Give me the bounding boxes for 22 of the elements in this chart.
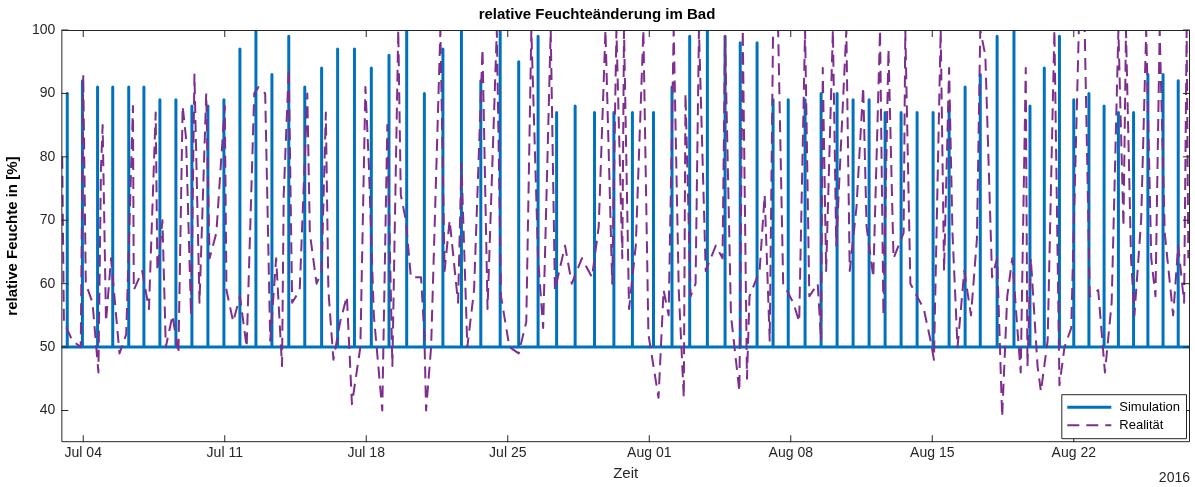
x-tick-label: Jul 04 [64,444,103,461]
y-tick-label: 100 [32,20,56,37]
x-axis-title: Zeit [613,464,640,482]
x-tick-label: Aug 01 [627,444,672,461]
x-tick-label: Jul 18 [347,444,386,461]
legend-label: Realität [1119,416,1164,432]
y-tick-label: 80 [39,147,56,164]
y-tick-label: 40 [39,401,56,418]
y-tick-label: 70 [39,211,56,228]
x-tick-label: Aug 15 [910,444,955,461]
text: 2016 [1158,468,1191,485]
x-tick-label: Jul 25 [489,444,527,461]
x-tick-label: Jul 11 [206,444,244,461]
x-tick-label: Aug 22 [1051,444,1097,461]
legend-label: Simulation [1119,398,1181,414]
chart-title: relative Feuchteänderung im Bad [478,5,716,23]
line-series [61,30,1190,418]
y-axis-title: relative Feuchte in [%] [3,156,21,316]
y-tick-label: 60 [39,274,56,291]
x-tick-label: Aug 08 [768,444,814,461]
y-tick-label: 50 [39,337,56,354]
y-tick-label: 90 [39,84,56,101]
